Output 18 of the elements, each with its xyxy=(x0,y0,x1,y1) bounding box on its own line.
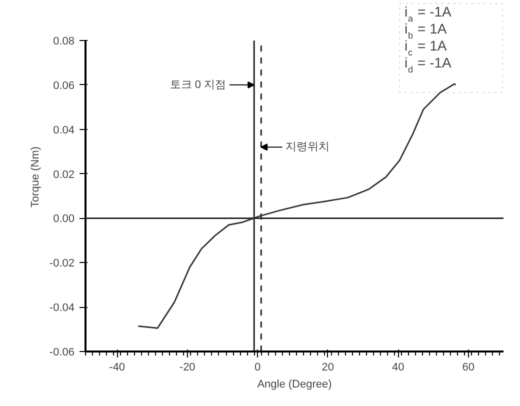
x-tick-label: -20 xyxy=(179,362,196,374)
y-axis-title: Torque (Nm) xyxy=(29,146,42,208)
y-tick-label: 0.00 xyxy=(53,213,75,226)
x-tick-label: 20 xyxy=(322,362,334,374)
y-tick-label: 0.04 xyxy=(53,124,75,136)
y-tick-label: 0.06 xyxy=(53,80,75,92)
y-tick-label: -0.06 xyxy=(49,346,75,358)
y-tick-label: -0.04 xyxy=(49,302,75,314)
x-axis-title: Angle (Degree) xyxy=(257,378,332,390)
x-tick-label: 0 xyxy=(254,362,261,374)
y-tick-label: -0.02 xyxy=(49,258,75,270)
annotation: 토크 0 지점 xyxy=(170,78,226,91)
x-tick-label: 60 xyxy=(462,362,475,374)
x-tick-label: -40 xyxy=(109,362,126,374)
annotation: 지령위치 xyxy=(286,141,330,154)
x-tick-label: 40 xyxy=(392,362,404,374)
y-tick-label: 0.02 xyxy=(53,168,75,181)
y-tick-label: 0.08 xyxy=(53,36,75,48)
